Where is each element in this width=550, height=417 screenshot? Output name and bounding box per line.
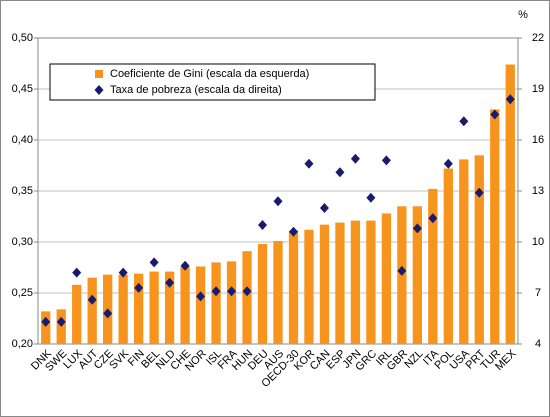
marker [366, 192, 376, 203]
bar [118, 274, 128, 344]
legend-label: Coeficiente de Gini (escala da esquerda) [110, 68, 309, 80]
marker [412, 223, 422, 234]
marker [258, 220, 268, 230]
marker [41, 316, 51, 327]
bar [350, 220, 361, 344]
y2-tick-label: 22 [532, 32, 544, 44]
y2-tick-label: 19 [532, 83, 544, 95]
marker [196, 291, 206, 302]
bar [319, 224, 330, 344]
marker [459, 116, 469, 127]
y-tick-label: 0,45 [12, 83, 33, 95]
bar [474, 155, 484, 344]
marker [428, 213, 438, 224]
marker [474, 187, 484, 198]
marker [381, 155, 391, 166]
legend [49, 63, 376, 101]
y2-tick-label: 4 [535, 338, 541, 350]
bar [41, 311, 51, 344]
y-tick-label: 0,20 [12, 338, 33, 350]
marker [149, 257, 159, 268]
y-tick-label: 0,35 [12, 185, 33, 197]
marker [134, 282, 144, 293]
bar [366, 220, 376, 344]
bar [164, 271, 175, 344]
bar [304, 229, 314, 344]
bar [72, 284, 82, 344]
legend-swatch [95, 70, 103, 78]
y2-tick-label: 16 [532, 134, 544, 146]
y2-tick-label: 10 [532, 236, 544, 248]
y-tick-label: 0,40 [12, 134, 33, 146]
marker [227, 286, 237, 297]
bar [257, 244, 268, 344]
bar [180, 266, 190, 344]
marker [350, 153, 360, 164]
bar [242, 251, 252, 344]
marker [490, 109, 500, 120]
marker [319, 203, 329, 213]
bar [87, 277, 97, 344]
y2-axis-label: % [518, 9, 528, 21]
y-tick-label: 0,25 [12, 287, 33, 299]
bar [288, 230, 299, 344]
bar [459, 159, 469, 344]
marker [211, 286, 221, 297]
marker [103, 308, 113, 319]
marker [242, 286, 252, 297]
bar [134, 273, 144, 344]
bar [381, 213, 392, 344]
bar [149, 271, 159, 344]
bar [428, 188, 438, 344]
marker [304, 158, 314, 169]
y-tick-label: 0,30 [12, 236, 33, 248]
y2-tick-label: 7 [535, 287, 541, 299]
marker [335, 167, 345, 178]
bar [443, 168, 453, 344]
marker [56, 316, 66, 327]
marker [180, 260, 190, 271]
bar [273, 240, 283, 344]
marker [87, 294, 97, 305]
bar [412, 206, 422, 344]
legend-swatch [94, 85, 104, 95]
bar [335, 222, 345, 344]
marker [443, 158, 453, 169]
marker [72, 267, 82, 278]
y2-tick-label: 13 [532, 185, 544, 197]
marker [273, 196, 283, 207]
y-tick-label: 0,50 [12, 32, 33, 44]
marker [118, 267, 128, 278]
bar [490, 109, 500, 345]
marker [288, 226, 298, 237]
marker [505, 94, 515, 105]
legend-label: Taxa de pobreza (escala da direita) [110, 84, 282, 96]
marker [165, 277, 175, 288]
bar [211, 262, 221, 344]
marker [397, 265, 407, 276]
bar [226, 261, 237, 344]
bar [195, 266, 206, 344]
bar [505, 64, 515, 345]
